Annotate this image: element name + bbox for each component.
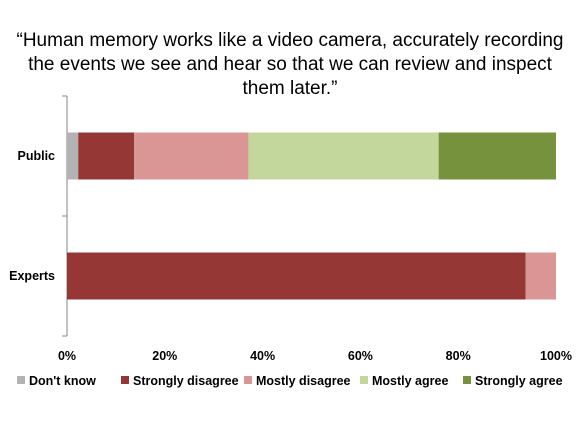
bar-experts-series-2 [525, 252, 556, 300]
bar-public-series-3 [248, 132, 439, 180]
x-tick-label: 80% [446, 349, 471, 363]
bar-public-series-4 [438, 132, 556, 180]
chart-title-line-3: them later.” [242, 78, 337, 99]
x-tick-label: 60% [348, 349, 373, 363]
legend-item: Strongly disagree [121, 374, 239, 388]
legend-swatch [463, 376, 471, 384]
legend-label: Don't know [29, 374, 96, 388]
legend-swatch [17, 376, 25, 384]
legend-swatch [121, 376, 129, 384]
bar-public-series-2 [133, 132, 249, 180]
chart-title-line-1: “Human memory works like a video camera,… [17, 30, 564, 51]
legend: Don't know Strongly disagree Mostly disagr… [17, 374, 563, 388]
x-tick-label: 40% [250, 349, 275, 363]
legend-item: Don't know [17, 374, 96, 388]
legend-swatch [244, 376, 252, 384]
legend-label: Mostly disagree [256, 374, 351, 388]
category-label: Experts [9, 269, 55, 283]
bar-experts-series-1 [67, 252, 526, 300]
chart-title: “Human memory works like a video camera,… [17, 30, 564, 99]
legend-item: Mostly disagree [244, 374, 351, 388]
x-tick-label: 100% [540, 349, 572, 363]
plot-area: Public Experts 0% 20% 40% 60% 80% 100% [9, 95, 572, 363]
legend-label: Strongly agree [475, 374, 563, 388]
legend-swatch [360, 376, 368, 384]
x-tick-label: 0% [58, 349, 76, 363]
bar-public-series-1 [78, 132, 134, 180]
legend-item: Mostly agree [360, 374, 448, 388]
category-label: Public [17, 149, 55, 163]
legend-label: Mostly agree [372, 374, 448, 388]
legend-item: Strongly agree [463, 374, 563, 388]
x-tick-label: 20% [152, 349, 177, 363]
bar-public-series-0 [67, 132, 79, 180]
chart-title-line-2: the events we see and hear so that we ca… [28, 54, 553, 75]
legend-label: Strongly disagree [133, 374, 239, 388]
